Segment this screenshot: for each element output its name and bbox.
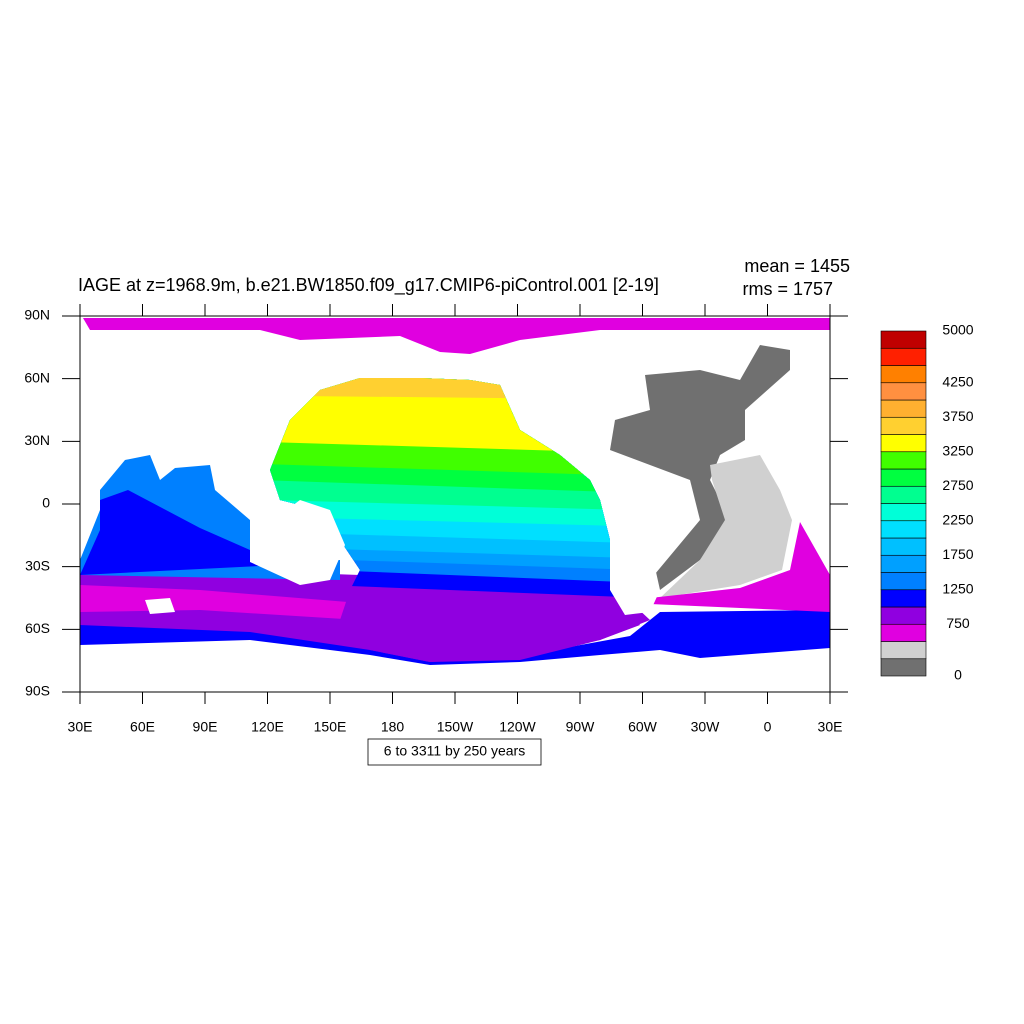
colorbar-box	[880, 606, 927, 625]
colorbar-box	[880, 572, 927, 591]
colorbar-box	[880, 503, 927, 522]
colorbar-label: 750	[946, 615, 970, 631]
colorbar-box	[880, 589, 927, 608]
colorbar-box	[880, 451, 927, 470]
y-tick-label: 60S	[25, 620, 50, 636]
colorbar-box	[880, 658, 927, 677]
x-tick-label: 180	[381, 719, 405, 735]
x-tick-label: 120W	[499, 719, 536, 735]
colorbar-label: 1750	[942, 546, 973, 562]
x-tick-label: 90E	[193, 719, 218, 735]
colorbar-box	[880, 399, 927, 418]
y-tick-label: 90N	[24, 307, 50, 323]
y-tick-label: 60N	[24, 369, 50, 385]
x-tick-label: 60E	[130, 719, 155, 735]
colorbar-box	[880, 485, 927, 504]
colorbar-box	[880, 520, 927, 539]
x-tick-label: 120E	[251, 719, 284, 735]
colorbar-label: 0	[954, 667, 962, 683]
x-tick-label: 30E	[818, 719, 843, 735]
mean-label: mean = 1455	[744, 256, 850, 276]
y-tick-label: 90S	[25, 683, 50, 699]
colorbar-box	[880, 416, 927, 435]
map-fill	[80, 318, 830, 665]
colorbar-box	[880, 623, 927, 642]
y-tick-label: 30N	[24, 432, 50, 448]
colorbar-label: 4250	[942, 373, 973, 389]
x-tick-label: 150E	[314, 719, 347, 735]
rms-label: rms = 1757	[742, 279, 833, 299]
colorbar-box	[880, 382, 927, 401]
colorbar-box	[880, 434, 927, 453]
x-tick-label: 90W	[566, 719, 596, 735]
colorbar-box	[880, 537, 927, 556]
x-tick-label: 150W	[437, 719, 474, 735]
colorbar-label: 3750	[942, 408, 973, 424]
x-tick-label: 0	[764, 719, 772, 735]
colorbar-box	[880, 347, 927, 366]
colorbar-label: 1250	[942, 580, 973, 596]
colorbar-label: 2250	[942, 511, 973, 527]
contour-info: 6 to 3311 by 250 years	[384, 743, 525, 759]
map-title: IAGE at z=1968.9m, b.e21.BW1850.f09_g17.…	[78, 275, 659, 296]
y-tick-label: 0	[42, 495, 50, 511]
colorbar-label: 5000	[942, 322, 973, 338]
colorbar-label: 2750	[942, 477, 973, 493]
colorbar-box	[880, 554, 927, 573]
x-tick-label: 60W	[628, 719, 658, 735]
colorbar-box	[880, 365, 927, 384]
colorbar-box	[880, 641, 927, 660]
y-tick-label: 30S	[25, 557, 50, 573]
colorbar-box	[880, 330, 927, 349]
colorbar-box	[880, 468, 927, 487]
x-tick-label: 30E	[68, 719, 93, 735]
colorbar-label: 3250	[942, 442, 973, 458]
x-tick-label: 30W	[691, 719, 721, 735]
info-box	[367, 738, 542, 766]
